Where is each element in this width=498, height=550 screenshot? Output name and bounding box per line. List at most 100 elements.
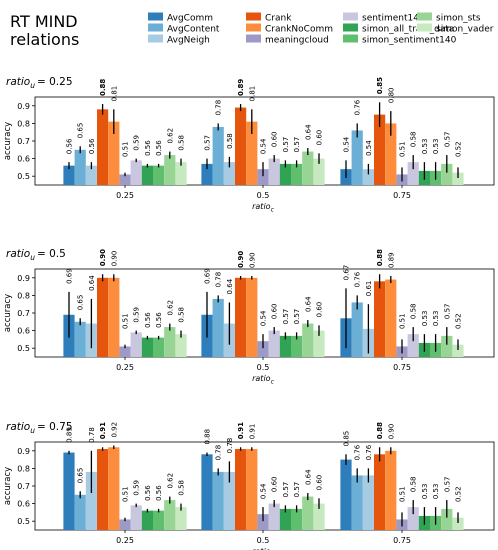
bar-value-label: 0.58 xyxy=(226,133,234,149)
legend-label: CrankNoComm xyxy=(265,25,333,35)
bar-value-label: 0.56 xyxy=(155,140,163,156)
x-tick-label: 0.75 xyxy=(393,363,411,372)
bar-value-label: 0.88 xyxy=(376,422,384,439)
bar-value-label: 0.54 xyxy=(365,140,373,156)
bar-value-label: 0.80 xyxy=(387,87,395,103)
bar-value-label: 0.54 xyxy=(260,138,268,154)
bar xyxy=(97,449,109,530)
bar-value-label: 0.57 xyxy=(443,303,451,319)
bar-value-label: 0.52 xyxy=(455,141,463,157)
x-tick-label: 0.75 xyxy=(393,536,411,545)
bar-value-label: 0.90 xyxy=(237,251,245,268)
bar-value-label: 0.57 xyxy=(282,482,290,498)
bar xyxy=(246,449,258,530)
bar xyxy=(74,321,86,357)
bar xyxy=(351,130,363,185)
bar xyxy=(175,507,187,530)
bar xyxy=(235,107,247,185)
bar xyxy=(223,162,235,185)
bar-value-label: 0.88 xyxy=(376,249,384,266)
bar xyxy=(212,126,224,185)
y-tick-label: 0.7 xyxy=(17,137,30,146)
x-axis-label-main: ratio xyxy=(252,202,271,211)
bar-value-label: 0.59 xyxy=(133,307,141,323)
bar-value-label: 0.88 xyxy=(99,79,107,96)
legend-label: AvgContent xyxy=(167,25,220,35)
bar xyxy=(164,155,176,185)
x-axis-label-main: ratio xyxy=(252,547,271,550)
bar xyxy=(279,508,291,530)
x-axis-label: ratioc xyxy=(252,374,274,386)
bar xyxy=(223,471,235,530)
x-tick-label: 0.5 xyxy=(257,536,270,545)
bar-value-label: 0.64 xyxy=(304,124,312,140)
bar xyxy=(351,302,363,357)
x-tick-label: 0.75 xyxy=(393,191,411,200)
x-axis-label: ratioc xyxy=(252,202,274,214)
bar xyxy=(313,158,325,185)
bar-value-label: 0.64 xyxy=(304,296,312,312)
y-tick-label: 0.9 xyxy=(17,102,30,111)
bar-value-label: 0.56 xyxy=(155,485,163,501)
bar xyxy=(385,123,397,185)
panel-title-sub: u xyxy=(30,253,35,262)
figure-title-line1: RT MIND xyxy=(10,12,78,31)
bar-value-label: 0.56 xyxy=(66,138,74,154)
bar xyxy=(164,327,176,357)
bar xyxy=(291,163,303,185)
bar-value-label: 0.52 xyxy=(455,313,463,329)
bar xyxy=(385,279,397,357)
bar-value-label: 0.58 xyxy=(178,480,186,496)
legend-label: sentiment140 xyxy=(362,14,425,24)
bar-value-label: 0.58 xyxy=(178,307,186,323)
bar-value-label: 0.60 xyxy=(316,130,324,146)
bar-value-label: 0.64 xyxy=(88,275,96,291)
bar xyxy=(141,510,153,530)
bar-value-label: 0.59 xyxy=(133,480,141,496)
bar-value-label: 0.76 xyxy=(365,444,373,460)
legend-swatch xyxy=(148,12,163,21)
bar-value-label: 0.90 xyxy=(248,252,256,268)
bar-value-label: 0.52 xyxy=(455,486,463,502)
bar xyxy=(340,459,352,530)
bar xyxy=(141,165,153,185)
bar xyxy=(302,496,314,530)
bar-value-label: 0.60 xyxy=(316,475,324,491)
bar-value-label: 0.78 xyxy=(215,445,223,461)
bar-value-label: 0.58 xyxy=(410,476,418,492)
bar-value-label: 0.89 xyxy=(387,252,395,268)
bar-value-label: 0.76 xyxy=(354,444,362,460)
bar xyxy=(407,507,419,530)
panel-title-sub: u xyxy=(30,426,35,435)
bar xyxy=(119,174,131,185)
legend-label: simon_all_train_data xyxy=(362,25,454,35)
bar-value-label: 0.59 xyxy=(133,135,141,151)
bar xyxy=(441,508,453,530)
bar xyxy=(362,475,374,530)
bar xyxy=(257,341,269,357)
legend-swatch xyxy=(343,12,358,21)
bar xyxy=(302,151,314,185)
bar xyxy=(313,503,325,530)
bar-value-label: 0.51 xyxy=(399,313,407,329)
bar-value-label: 0.51 xyxy=(122,486,130,502)
bar-value-label: 0.60 xyxy=(271,303,279,319)
bar-value-label: 0.67 xyxy=(343,265,351,281)
x-axis-label-sub: c xyxy=(271,379,275,386)
legend-label: simon_vader xyxy=(436,25,494,35)
bar xyxy=(407,162,419,185)
bar xyxy=(141,337,153,357)
bar xyxy=(268,503,280,530)
y-tick-label: 0.5 xyxy=(17,344,30,353)
legend-label: meaningcloud xyxy=(265,36,329,46)
bar-value-label: 0.62 xyxy=(166,300,174,316)
bar-value-label: 0.76 xyxy=(354,99,362,115)
bar xyxy=(153,337,165,357)
legend-swatch xyxy=(343,34,358,43)
bar xyxy=(441,163,453,185)
bar-value-label: 0.90 xyxy=(99,249,107,266)
bar-value-label: 0.81 xyxy=(248,86,256,102)
